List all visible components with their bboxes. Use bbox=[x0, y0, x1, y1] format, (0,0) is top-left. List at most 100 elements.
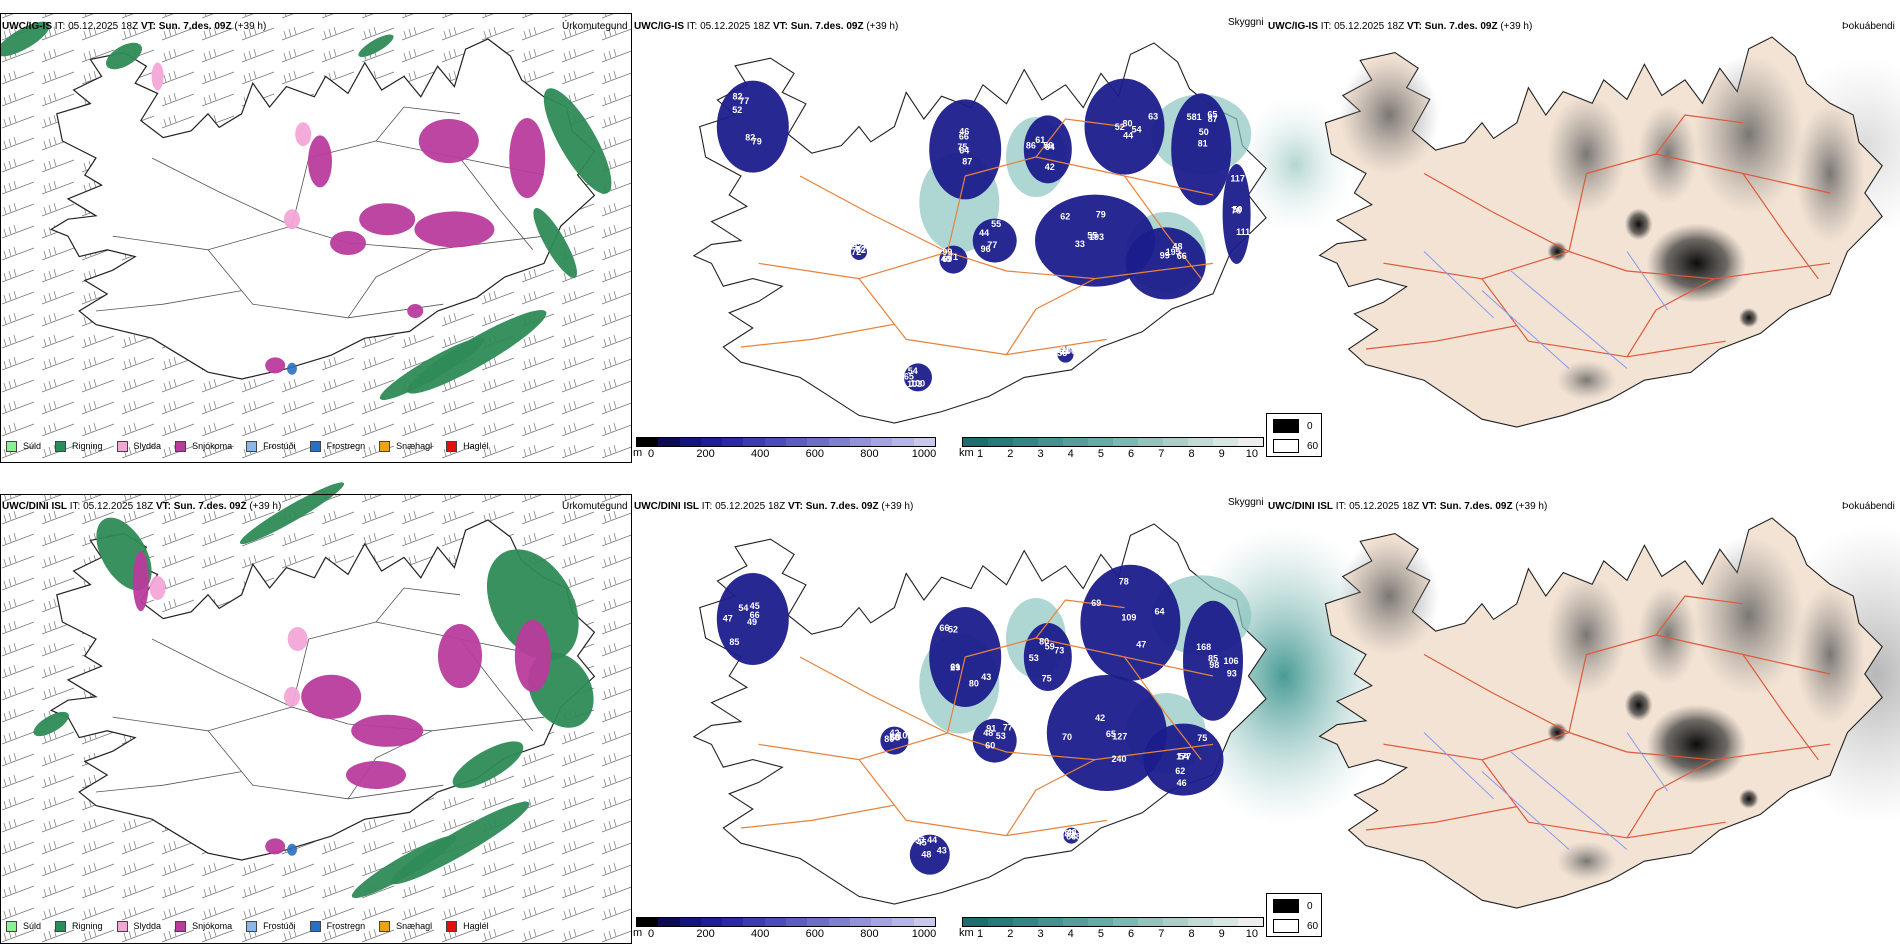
colorbar-cell bbox=[963, 918, 988, 926]
colorbar-cell bbox=[892, 438, 914, 446]
legend-label: Haglél bbox=[463, 921, 489, 931]
peak-label: 70 bbox=[1062, 732, 1072, 742]
colorbar-cell bbox=[1038, 438, 1063, 446]
colorbar-cell bbox=[1163, 918, 1188, 926]
model-name: UWC/IG-IS bbox=[1268, 21, 1318, 32]
colorbar-tick: 800 bbox=[860, 928, 879, 940]
legend-label: Slydda bbox=[133, 921, 162, 931]
colorbar-tick: 800 bbox=[860, 448, 879, 460]
colorbar-cell bbox=[637, 438, 659, 446]
peak-label: 240 bbox=[1111, 754, 1126, 764]
peak-label: 50 bbox=[889, 733, 899, 743]
cloud-legend-bottom: 60 bbox=[1307, 920, 1319, 932]
peak-label: 48 bbox=[921, 849, 931, 859]
cloud-title-row1: UWC/IG-IS IT: 05.12.2025 18Z VT: Sun. 7.… bbox=[1268, 21, 1532, 32]
peak-label: 44 bbox=[979, 228, 989, 238]
peak-label: 93 bbox=[1227, 669, 1237, 679]
precip-type-frame-row1 bbox=[0, 13, 632, 463]
valid-time: VT: Sun. 7.des. 09Z bbox=[155, 501, 247, 512]
peak-label: 93 bbox=[915, 835, 925, 845]
colorbar-tick: 0 bbox=[647, 928, 655, 940]
legend-label: Snjókoma bbox=[192, 921, 233, 931]
colorbar-cell bbox=[1138, 438, 1163, 446]
legend-item: Frostregn bbox=[309, 440, 365, 452]
peak-label: 54 bbox=[738, 603, 748, 613]
cloud-map bbox=[1318, 36, 1900, 428]
colorbar-tick: 10 bbox=[1245, 448, 1259, 460]
peak-label: 69 bbox=[1091, 598, 1101, 608]
colorbar-unit: km bbox=[959, 447, 974, 459]
legend-swatch bbox=[246, 920, 258, 932]
legend-item: Rigning bbox=[55, 440, 103, 452]
peak-label: 62 bbox=[1175, 766, 1185, 776]
peak-label: 50 bbox=[1199, 127, 1209, 137]
peak-label: 42 bbox=[889, 728, 899, 738]
peak-label: 65 bbox=[1207, 110, 1217, 120]
colorbar-ticks: 1 2 3 4 5 6 7 8 9 10 bbox=[962, 927, 1264, 940]
peak-label: 52 bbox=[856, 245, 866, 255]
cloud-map bbox=[1318, 517, 1900, 909]
legend-swatch bbox=[309, 440, 321, 452]
legend-label: Slydda bbox=[133, 441, 162, 451]
legend-swatch bbox=[379, 920, 391, 932]
peak-label: 195 bbox=[1166, 247, 1181, 257]
peak-label: 66 bbox=[959, 131, 969, 141]
model-name: UWC/DINI ISL bbox=[2, 501, 67, 512]
peak-label: 49 bbox=[747, 617, 757, 627]
legend-label: Snæhagl bbox=[396, 921, 433, 931]
colorbar-cell bbox=[743, 438, 765, 446]
peak-label: 55 bbox=[991, 219, 1001, 229]
colorbar-cell bbox=[1163, 438, 1188, 446]
colorbar-tick: 400 bbox=[751, 448, 770, 460]
colorbar-cell bbox=[1213, 918, 1238, 926]
peak-label: 44 bbox=[927, 835, 937, 845]
peak-label: 61 bbox=[1035, 135, 1045, 145]
init-time: IT: 05.12.2025 18Z bbox=[686, 21, 771, 32]
colorbar-tick: 1000 bbox=[911, 928, 937, 940]
colorbar-cell bbox=[764, 918, 786, 926]
precip-type-title-row1: UWC/IG-IS IT: 05.12.2025 18Z VT: Sun. 7.… bbox=[2, 21, 266, 32]
peak-label: 65 bbox=[904, 372, 914, 382]
peak-label: 69 bbox=[942, 254, 952, 264]
legend-label: Snjókoma bbox=[192, 441, 233, 451]
colorbar-cell bbox=[1113, 438, 1138, 446]
peak-label: 66 bbox=[750, 610, 760, 620]
colorbar-cell bbox=[1088, 918, 1113, 926]
peak-label: 66 bbox=[939, 623, 949, 633]
legend-item: Súld bbox=[6, 920, 41, 932]
lead-time: (+39 h) bbox=[234, 21, 267, 32]
colorbar-tick: 600 bbox=[805, 448, 824, 460]
elevation-colorbar-row1: 0 200 400 600 800 1000 m bbox=[633, 437, 936, 460]
colorbar-cell bbox=[1238, 918, 1263, 926]
legend-item: Snjókoma bbox=[175, 920, 233, 932]
colorbar-cell bbox=[1138, 918, 1163, 926]
model-name: UWC/IG-IS bbox=[634, 21, 684, 32]
peak-label: 54 bbox=[1131, 125, 1141, 135]
colorbar-tick: 600 bbox=[805, 928, 824, 940]
peak-label: 46 bbox=[1177, 778, 1187, 788]
peak-label: 92 bbox=[852, 242, 862, 252]
peak-label: 65 bbox=[1059, 346, 1069, 356]
colorbar-cell bbox=[1088, 438, 1113, 446]
peak-label: 75 bbox=[1197, 733, 1207, 743]
legend-label: Frostregn bbox=[326, 921, 366, 931]
elevation-colorbar-row2: 0 200 400 600 800 1000 m bbox=[633, 917, 937, 940]
peak-label: 73 bbox=[1054, 646, 1064, 656]
colorbar-cell bbox=[828, 918, 850, 926]
peak-label: 78 bbox=[1231, 205, 1241, 215]
cloud-legend-row1: 0 60 bbox=[1266, 413, 1322, 457]
peak-label: 52 bbox=[732, 105, 742, 115]
cloud-title-row2: UWC/DINI ISL IT: 05.12.2025 18Z VT: Sun.… bbox=[1268, 501, 1547, 512]
colorbar-tick: 6 bbox=[1128, 448, 1135, 460]
peak-label: 50 bbox=[1232, 205, 1242, 215]
model-name: UWC/IG-IS bbox=[2, 21, 52, 32]
peak-label: 81 bbox=[1198, 139, 1208, 149]
peak-label: 109 bbox=[1121, 612, 1136, 622]
peak-label: 56 bbox=[1043, 141, 1053, 151]
legend-swatch bbox=[379, 440, 391, 452]
peak-label: 47 bbox=[1136, 639, 1146, 649]
peak-label: 64 bbox=[959, 145, 969, 155]
lead-time: (+39 h) bbox=[866, 21, 899, 32]
lead-time: (+39 h) bbox=[249, 501, 282, 512]
